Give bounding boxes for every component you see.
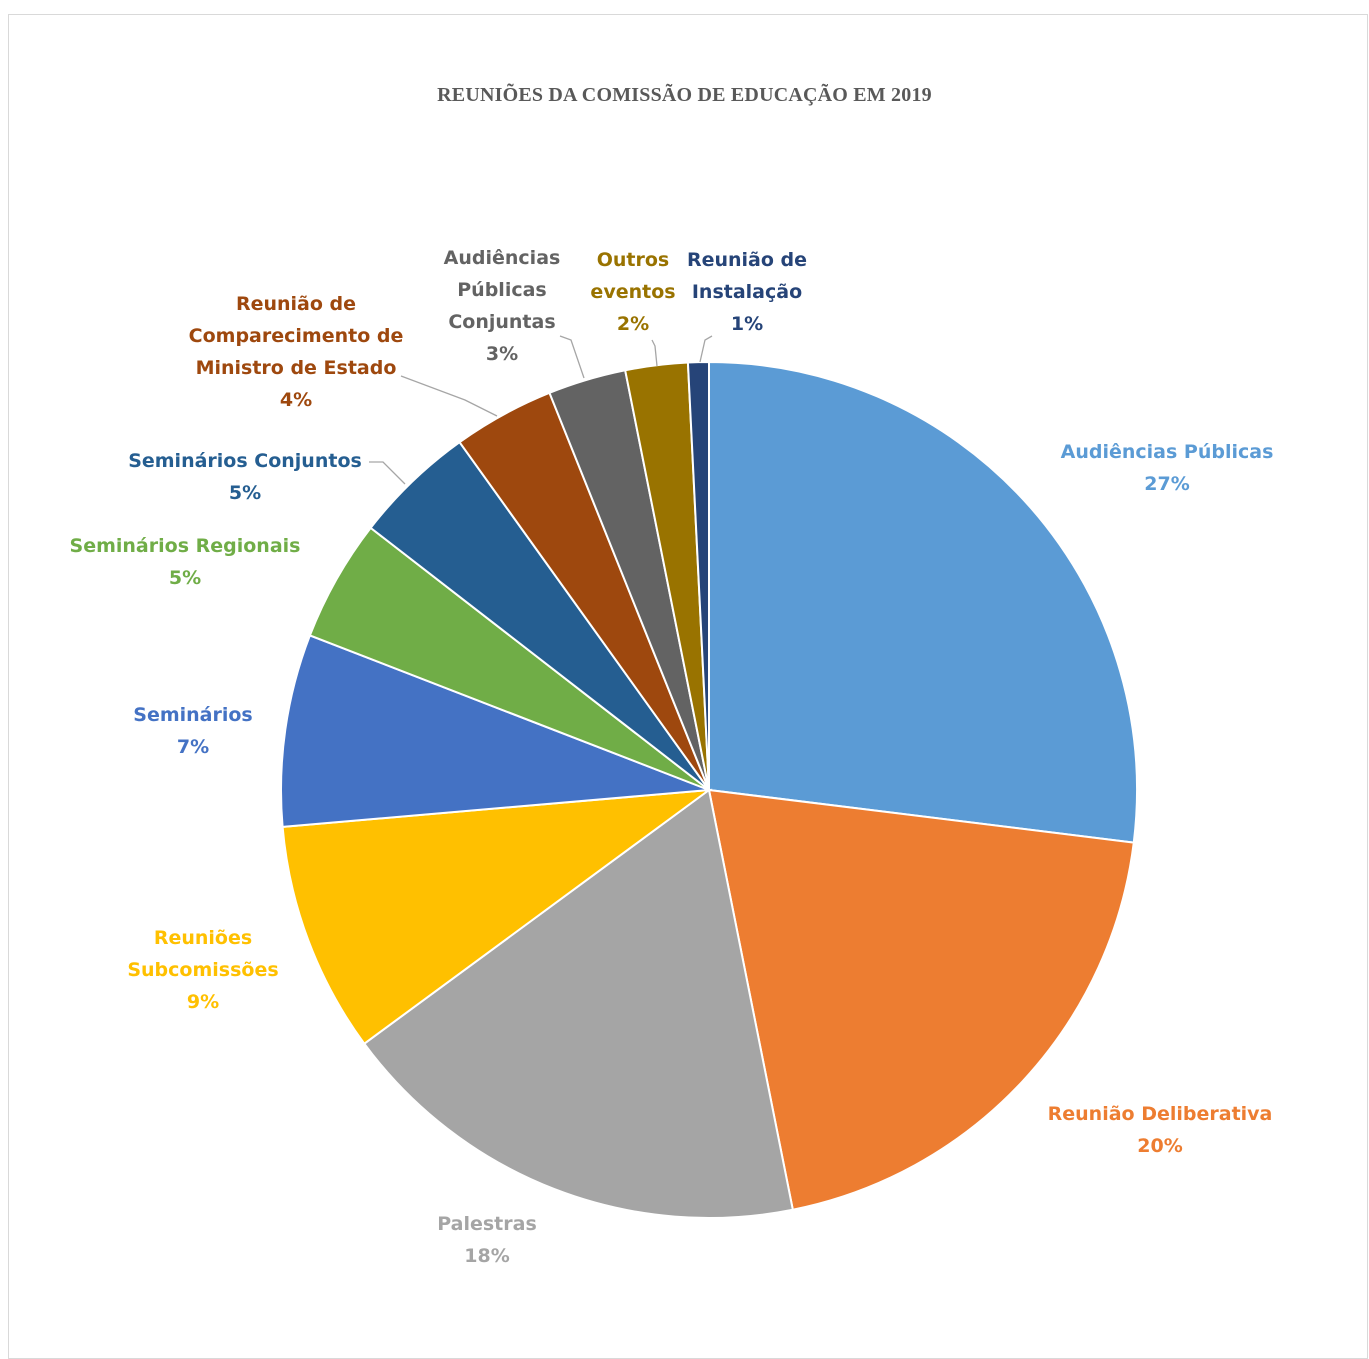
slice-label-1: Reunião Deliberativa 20%: [1048, 1098, 1273, 1162]
slice-label-line: Seminários Regionais: [69, 535, 301, 557]
slice-percent: 7%: [176, 736, 210, 758]
slice-label-line: Reuniões: [153, 927, 253, 949]
slice-percent: 5%: [228, 482, 262, 504]
pie-slice-10: [686, 360, 710, 791]
slice-percent: 1%: [730, 313, 764, 335]
slice-label-3: Reuniões Subcomissões 9%: [127, 922, 278, 1018]
leader-line-7: [400, 375, 498, 417]
slice-label-6: Seminários Conjuntos 5%: [128, 445, 362, 509]
leader-line-10: [699, 335, 713, 363]
slice-label-line: Reunião de: [235, 293, 357, 315]
slice-percent: 3%: [485, 343, 519, 365]
slice-label-line: Audiências Públicas: [1060, 441, 1274, 463]
pie-slice-0: [708, 360, 1138, 844]
slice-percent: 9%: [186, 991, 220, 1013]
slice-label-line: Reunião Deliberativa: [1047, 1103, 1273, 1125]
slice-label-line: Seminários Conjuntos: [128, 450, 362, 472]
chart-title: REUNIÕES DA COMISSÃO DE EDUCAÇÃO EM 2019: [437, 84, 932, 106]
pie-slice-4: [280, 634, 710, 828]
leader-line-9: [651, 339, 658, 367]
leader-line-8: [559, 335, 585, 379]
slice-label-5: Seminários Regionais 5%: [70, 530, 301, 594]
slice-label-7: Reunião de Comparecimento de Ministro de E…: [189, 288, 404, 416]
slice-label-line: Comparecimento de: [188, 325, 404, 347]
slice-label-2: Palestras 18%: [437, 1208, 537, 1272]
slice-percent: 18%: [464, 1245, 510, 1267]
slice-label-line: Palestras: [437, 1213, 537, 1235]
slice-label-0: Audiências Públicas 27%: [1061, 436, 1274, 500]
pie-slice-2: [362, 788, 794, 1219]
slice-percent: 4%: [279, 389, 313, 411]
slice-percent: 2%: [616, 313, 650, 335]
pie-slice-1: [707, 788, 1135, 1211]
slice-label-line: Públicas: [457, 279, 547, 301]
slice-percent: 5%: [168, 567, 202, 589]
pie-slice-3: [281, 788, 713, 1046]
slice-label-8: Audiências Públicas Conjuntas 3%: [444, 242, 561, 370]
slice-label-line: Ministro de Estado: [195, 357, 397, 379]
slice-label-line: Subcomissões: [127, 959, 279, 981]
leader-line-6: [369, 461, 406, 485]
slice-label-4: Seminários 7%: [133, 699, 252, 763]
slice-percent: 27%: [1144, 473, 1190, 495]
slice-label-line: Reunião de: [686, 249, 808, 271]
slice-label-line: Seminários: [133, 704, 253, 726]
slice-label-line: Audiências: [443, 247, 561, 269]
slice-label-10: Reunião de Instalação 1%: [687, 244, 807, 340]
slice-label-9: Outros eventos 2%: [590, 244, 675, 340]
slice-label-line: eventos: [590, 281, 676, 303]
slice-label-line: Outros: [596, 249, 670, 271]
slice-percent: 20%: [1137, 1135, 1183, 1157]
slice-label-line: Instalação: [691, 281, 803, 303]
slice-label-line: Conjuntas: [448, 311, 556, 333]
